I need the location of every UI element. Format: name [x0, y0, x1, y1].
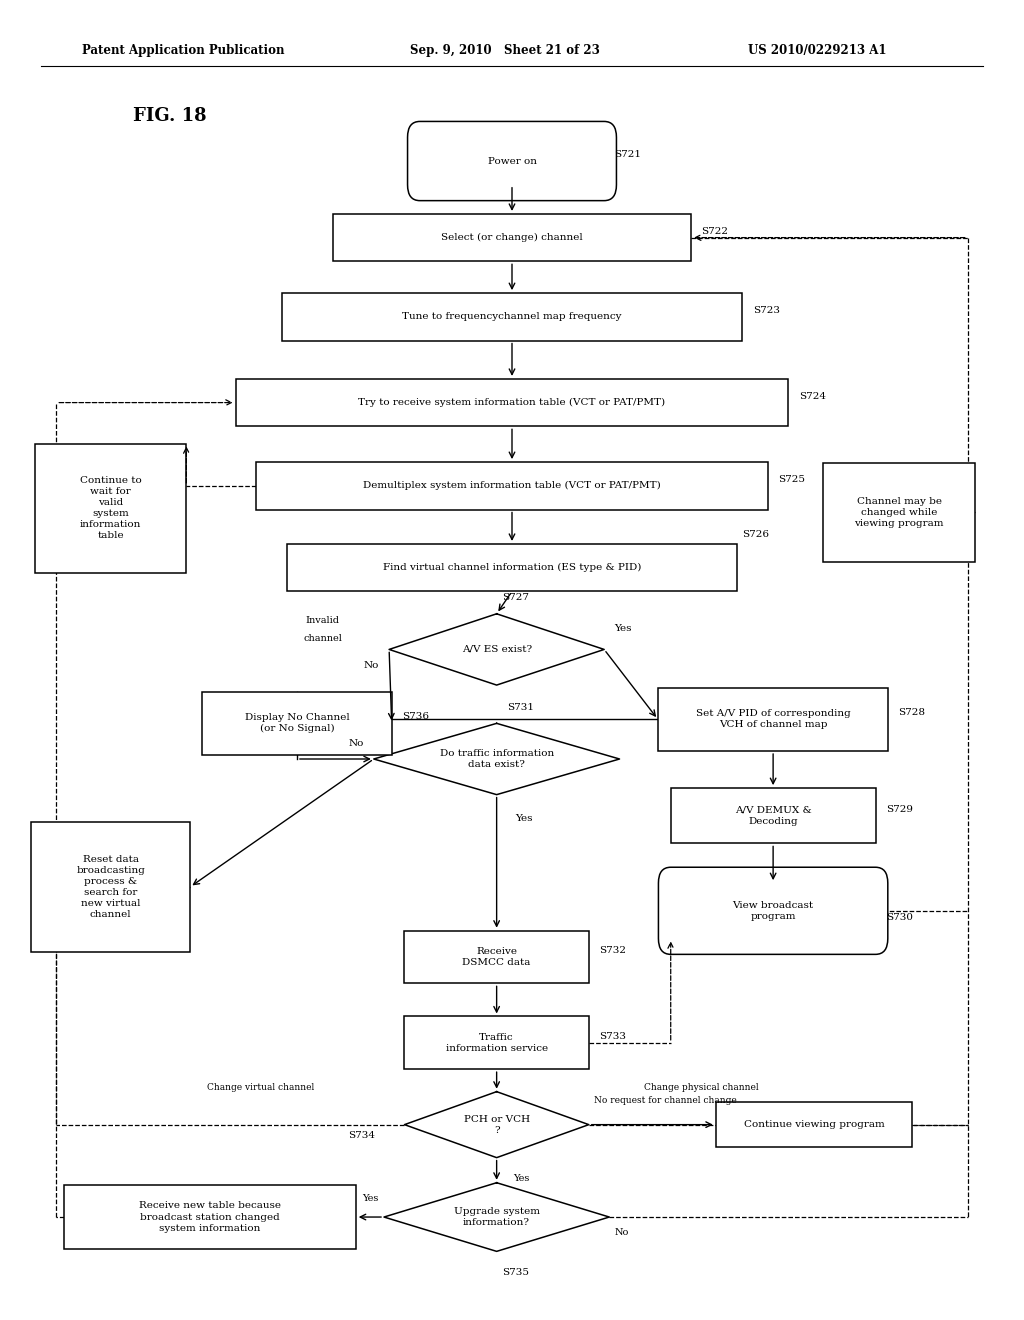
Text: Yes: Yes [362, 1195, 379, 1203]
Text: Select (or change) channel: Select (or change) channel [441, 234, 583, 242]
Text: Change virtual channel: Change virtual channel [208, 1084, 314, 1092]
Bar [256, 462, 768, 510]
Text: Continue viewing program: Continue viewing program [743, 1121, 885, 1129]
Text: Upgrade system
information?: Upgrade system information? [454, 1206, 540, 1228]
Bar [63, 1185, 356, 1249]
Bar [333, 214, 691, 261]
Text: Patent Application Publication: Patent Application Publication [82, 44, 285, 57]
FancyBboxPatch shape [658, 867, 888, 954]
Text: Yes: Yes [513, 1175, 529, 1183]
Text: Continue to
wait for
valid
system
information
table: Continue to wait for valid system inform… [80, 477, 141, 540]
Text: A/V DEMUX &
Decoding: A/V DEMUX & Decoding [735, 805, 811, 826]
Bar [716, 1102, 912, 1147]
Bar [287, 544, 737, 591]
FancyBboxPatch shape [408, 121, 616, 201]
Text: S734: S734 [348, 1131, 375, 1139]
Text: S726: S726 [742, 531, 769, 539]
Text: Receive
DSMCC data: Receive DSMCC data [463, 946, 530, 968]
Bar [31, 822, 190, 952]
Text: No: No [614, 1229, 629, 1237]
Text: S731: S731 [507, 704, 534, 711]
Bar [671, 788, 876, 843]
Text: Sep. 9, 2010   Sheet 21 of 23: Sep. 9, 2010 Sheet 21 of 23 [410, 44, 599, 57]
Text: Traffic
information service: Traffic information service [445, 1032, 548, 1053]
Text: Do traffic information
data exist?: Do traffic information data exist? [439, 748, 554, 770]
Bar [823, 463, 975, 562]
Text: Power on: Power on [487, 157, 537, 165]
Text: Reset data
broadcasting
process &
search for
new virtual
channel: Reset data broadcasting process & search… [76, 855, 145, 919]
Text: S732: S732 [599, 946, 626, 954]
Polygon shape [389, 614, 604, 685]
Text: Display No Channel
(or No Signal): Display No Channel (or No Signal) [245, 713, 349, 734]
Text: Find virtual channel information (ES type & PID): Find virtual channel information (ES typ… [383, 564, 641, 572]
Polygon shape [404, 1092, 589, 1158]
Text: Channel may be
changed while
viewing program: Channel may be changed while viewing pro… [854, 496, 944, 528]
Bar [236, 379, 788, 426]
Text: Yes: Yes [614, 624, 632, 632]
Text: No request for channel change: No request for channel change [594, 1097, 736, 1105]
Text: Try to receive system information table (VCT or PAT/PMT): Try to receive system information table … [358, 399, 666, 407]
Polygon shape [374, 723, 620, 795]
Text: S721: S721 [614, 150, 641, 158]
Text: channel: channel [303, 635, 342, 643]
Bar [657, 688, 888, 751]
Text: Receive new table because
broadcast station changed
system information: Receive new table because broadcast stat… [139, 1201, 281, 1233]
Text: S722: S722 [701, 227, 728, 235]
Text: S730: S730 [886, 913, 912, 921]
Text: S723: S723 [753, 306, 779, 314]
Text: A/V ES exist?: A/V ES exist? [462, 645, 531, 653]
Text: No: No [364, 661, 379, 669]
Text: Invalid: Invalid [305, 616, 340, 624]
Text: S733: S733 [599, 1032, 626, 1040]
Polygon shape [384, 1183, 609, 1251]
Text: S736: S736 [401, 713, 429, 721]
Text: Set A/V PID of corresponding
VCH of channel map: Set A/V PID of corresponding VCH of chan… [695, 709, 851, 730]
Text: PCH or VCH
?: PCH or VCH ? [464, 1114, 529, 1135]
Bar [202, 692, 391, 755]
Text: S728: S728 [899, 709, 926, 717]
Text: Yes: Yes [515, 814, 532, 822]
Bar [35, 444, 186, 573]
Text: S724: S724 [799, 392, 825, 400]
Text: Demultiplex system information table (VCT or PAT/PMT): Demultiplex system information table (VC… [364, 482, 660, 490]
Bar [404, 1016, 589, 1069]
Text: Change physical channel: Change physical channel [644, 1084, 759, 1092]
Text: Tune to frequencychannel map frequency: Tune to frequencychannel map frequency [402, 313, 622, 321]
Text: S725: S725 [778, 475, 805, 483]
Bar [282, 293, 742, 341]
Text: No: No [348, 739, 364, 747]
Text: View broadcast
program: View broadcast program [732, 900, 814, 921]
Text: FIG. 18: FIG. 18 [133, 107, 207, 125]
Text: US 2010/0229213 A1: US 2010/0229213 A1 [748, 44, 886, 57]
Text: S729: S729 [886, 805, 912, 813]
Bar [404, 931, 589, 983]
Text: S727: S727 [502, 594, 528, 602]
Text: S735: S735 [502, 1269, 528, 1276]
